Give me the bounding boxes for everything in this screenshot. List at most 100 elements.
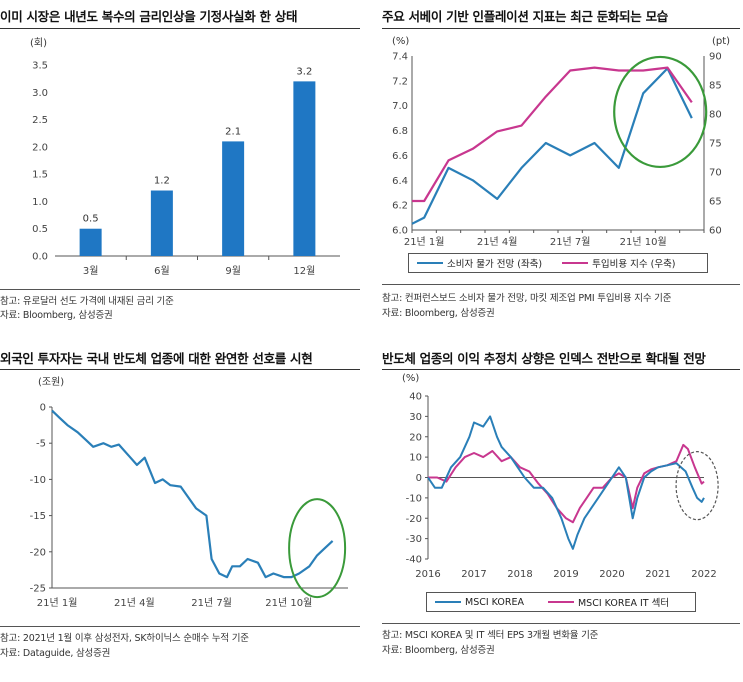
dual-axis-line-chart: (%) (pt) 6.0 6.2 6.4 6.6 6.8 7.0 7.2 7.4 60 65 70 75 8… xyxy=(392,36,730,248)
footer-rule xyxy=(382,623,740,624)
footer-rule xyxy=(0,626,360,627)
series-line-msci-korea-it xyxy=(428,443,705,524)
legend-item-input-cost: 투입비용 지수 (우축) xyxy=(562,256,676,270)
y-tick-label: 3.5 xyxy=(32,61,48,72)
y-tick-label: 40 xyxy=(409,392,422,403)
y-axis-unit: (%) xyxy=(402,373,419,384)
bar xyxy=(79,228,102,256)
title-rule xyxy=(0,28,360,29)
chart-source: 자료: Dataguide, 삼성증권 xyxy=(0,648,111,659)
highlight-ellipse xyxy=(613,55,708,169)
right-tick-label: 70 xyxy=(709,168,722,179)
data-label: 1.2 xyxy=(154,176,170,187)
x-tick-label: 2019 xyxy=(553,569,578,580)
panel-eps-revision: 반도체 업종의 이익 추정치 상향은 인덱스 전반으로 확대될 전망 (%) 40… xyxy=(382,340,743,682)
left-tick-label: 6.6 xyxy=(392,151,408,162)
left-tick-label: 7.4 xyxy=(392,52,408,63)
right-tick-label: 85 xyxy=(709,81,722,92)
title-rule xyxy=(382,369,740,370)
chart-note: 참고: 컨퍼런스보드 소비자 물가 전망, 마킷 제조업 PMI 투입비용 지수… xyxy=(382,293,672,304)
series-line-msci-korea xyxy=(427,415,705,550)
legend: 소비자 물가 전망 (좌축) 투입비용 지수 (우축) xyxy=(408,253,708,273)
bar xyxy=(222,141,245,256)
y-tick-label: -25 xyxy=(30,584,46,595)
y-tick-label: 10 xyxy=(409,453,422,464)
panel-title: 이미 시장은 내년도 복수의 금리인상을 기정사실화 한 상태 xyxy=(0,9,298,24)
panel-rate-hikes: 이미 시장은 내년도 복수의 금리인상을 기정사실화 한 상태 (회) 0.0 0.… xyxy=(0,0,360,335)
x-tick-label: 21년 4월 xyxy=(477,236,518,248)
y-tick-label: -5 xyxy=(36,439,46,450)
legend-item-cpi: 소비자 물가 전망 (좌축) xyxy=(417,256,542,270)
y-tick-label: 30 xyxy=(409,412,422,423)
footer-rule xyxy=(382,284,740,285)
data-label: 0.5 xyxy=(83,214,99,225)
bar-chart: (회) 0.0 0.5 1.0 1.5 2.0 2.5 3.0 3.5 0.5 3월 1.2 6월 2.1… xyxy=(30,37,340,277)
x-tick-label: 21년 10월 xyxy=(265,597,312,609)
left-axis-unit: (%) xyxy=(392,36,409,47)
x-tick-label: 2016 xyxy=(415,569,440,580)
x-tick-label: 9월 xyxy=(225,265,241,277)
x-tick-label: 21년 7월 xyxy=(550,236,591,248)
x-tick-label: 2021 xyxy=(645,569,670,580)
chart-source: 자료: Bloomberg, 삼성증권 xyxy=(382,645,495,656)
y-tick-label: -15 xyxy=(30,511,46,522)
highlight-ellipse xyxy=(675,451,719,521)
series-line-cumulative xyxy=(51,409,334,579)
x-tick-label: 6월 xyxy=(154,265,170,277)
right-tick-label: 60 xyxy=(709,226,722,237)
title-rule xyxy=(0,369,360,370)
y-tick-label: 0.5 xyxy=(32,224,48,235)
x-tick-label: 2020 xyxy=(599,569,624,580)
chart-note: 참고: MSCI KOREA 및 IT 섹터 EPS 3개월 변화율 기준 xyxy=(382,630,599,641)
right-tick-label: 75 xyxy=(709,139,722,150)
highlight-ellipse xyxy=(288,498,347,599)
y-tick-label: -40 xyxy=(406,555,422,566)
left-tick-label: 7.0 xyxy=(392,101,408,112)
y-tick-label: 0 xyxy=(416,473,422,484)
y-tick-label: 20 xyxy=(409,432,422,443)
legend-item-msci-korea-it: MSCI KOREA IT 섹터 xyxy=(547,595,669,609)
y-axis-unit: (조원) xyxy=(38,376,64,388)
y-tick-label: 1.5 xyxy=(32,170,48,181)
title-rule xyxy=(382,28,740,29)
y-tick-label: -10 xyxy=(30,475,46,486)
x-tick-label: 12월 xyxy=(293,265,315,277)
cumulative-net-buy-line-chart: (조원) 0 -5 -10 -15 -20 -25 21년 1월 21년 4월 21년 7월 21년… xyxy=(30,376,348,609)
y-tick-label: -10 xyxy=(406,493,422,504)
y-tick-label: 0 xyxy=(40,403,46,414)
x-tick-label: 21년 7월 xyxy=(191,597,232,609)
x-tick-label: 2017 xyxy=(461,569,486,580)
y-tick-label: -20 xyxy=(30,547,46,558)
right-tick-label: 65 xyxy=(709,197,722,208)
bar xyxy=(150,190,173,256)
x-tick-label: 21년 4월 xyxy=(114,597,155,609)
right-axis-unit: (pt) xyxy=(712,36,730,47)
series-line-cpi xyxy=(411,67,693,225)
chart-note: 참고: 유로달러 선도 가격에 내재된 금리 기준 xyxy=(0,296,174,307)
y-tick-label: 1.0 xyxy=(32,197,48,208)
chart-source: 자료: Bloomberg, 삼성증권 xyxy=(0,310,113,321)
x-tick-label: 2022 xyxy=(691,569,716,580)
x-tick-label: 21년 1월 xyxy=(404,236,445,248)
y-tick-label: 0.0 xyxy=(32,252,48,263)
legend-item-msci-korea: MSCI KOREA xyxy=(435,597,524,608)
footer-rule xyxy=(0,289,360,290)
right-tick-label: 90 xyxy=(709,52,722,63)
left-tick-label: 6.2 xyxy=(392,201,408,212)
panel-title: 반도체 업종의 이익 추정치 상향은 인덱스 전반으로 확대될 전망 xyxy=(382,351,706,366)
panel-inflation-survey: 주요 서베이 기반 인플레이션 지표는 최근 둔화되는 모습 (%) (pt) 6.… xyxy=(382,0,743,335)
chart-note: 참고: 2021년 1월 이후 삼성전자, SK하이닉스 순매수 누적 기준 xyxy=(0,633,249,644)
series-line-input-cost xyxy=(412,66,693,203)
y-tick-label: -20 xyxy=(406,514,422,525)
panel-foreign-semis: 외국인 투자자는 국내 반도체 업종에 대한 완연한 선호를 시현 (조원) 0 -… xyxy=(0,340,360,682)
right-tick-label: 80 xyxy=(709,110,722,121)
x-tick-label: 3월 xyxy=(83,265,99,277)
x-tick-label: 2018 xyxy=(507,569,532,580)
left-tick-label: 6.4 xyxy=(392,176,408,187)
left-tick-label: 7.2 xyxy=(392,76,408,87)
panel-title: 주요 서베이 기반 인플레이션 지표는 최근 둔화되는 모습 xyxy=(382,9,668,24)
chart-source: 자료: Bloomberg, 삼성증권 xyxy=(382,308,495,319)
y-axis-unit: (회) xyxy=(30,37,47,49)
left-tick-label: 6.0 xyxy=(392,226,408,237)
data-label: 2.1 xyxy=(225,126,241,137)
